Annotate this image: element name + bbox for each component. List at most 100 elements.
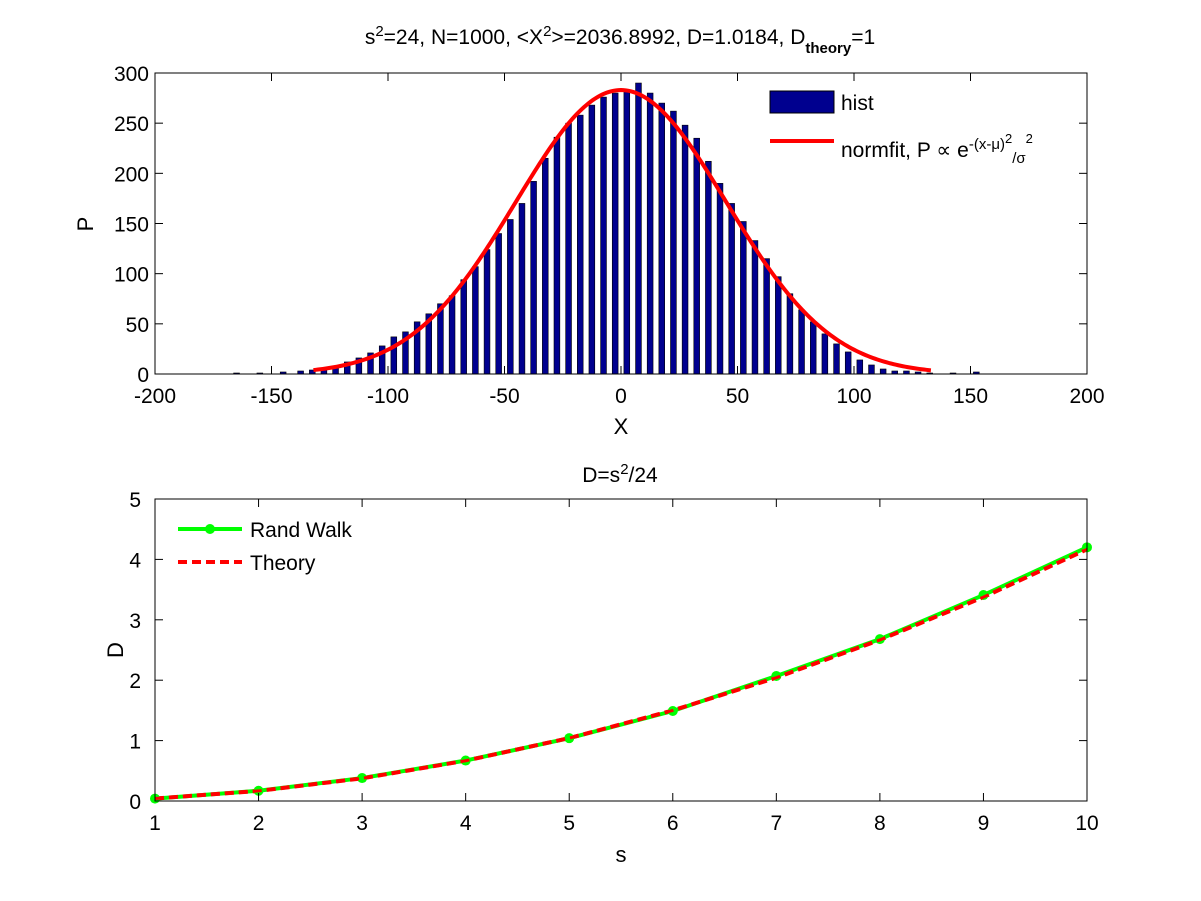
y-tick-label: 5 [129, 489, 141, 512]
hist-bar [868, 364, 875, 375]
diffusion-y-ticks: 0 1 2 3 4 5 [129, 489, 1087, 814]
hist-bar [448, 295, 456, 375]
x-tick-label: 200 [1069, 385, 1104, 408]
hist-bar [623, 90, 631, 375]
hist-bar [460, 279, 467, 375]
x-tick-label: -50 [489, 385, 519, 408]
hist-bar [681, 124, 689, 375]
diffusion-title: D=s2/24 [582, 461, 658, 488]
x-tick-label: 150 [953, 385, 988, 408]
x-tick-label: 100 [836, 385, 871, 408]
hist-bar [542, 157, 549, 375]
histogram-bars [233, 82, 980, 375]
legend-theory-label: Theory [250, 552, 316, 575]
x-tick-label: 10 [1075, 812, 1098, 835]
histogram-legend: hist normfit, P ∝ e-(x-μ)2/σ2 [769, 90, 1033, 167]
theory-line-overlay [154, 547, 1088, 800]
diffusion-legend: Rand Walk Theory [178, 519, 352, 575]
y-tick-label: 50 [126, 314, 149, 337]
hist-bar [518, 203, 526, 375]
hist-bar [577, 114, 584, 375]
hist-bar [844, 351, 852, 375]
hist-bar [879, 368, 887, 375]
hist-bar [821, 333, 829, 375]
y-tick-label: 0 [129, 791, 141, 814]
hist-bar [495, 233, 502, 375]
hist-bar [798, 309, 805, 375]
hist-bar [716, 183, 724, 375]
hist-bar [786, 293, 794, 375]
x-tick-label: -100 [367, 385, 409, 408]
hist-bar [693, 137, 700, 375]
diffusion-x-label: s [616, 842, 627, 867]
y-tick-label: 2 [129, 670, 141, 693]
hist-bar [472, 266, 479, 375]
diffusion-plot-area [155, 499, 1087, 801]
hist-bar [483, 249, 491, 375]
histogram-subplot: s2=24, N=1000, <X2>=2036.8992, D=1.0184,… [73, 23, 1105, 440]
diffusion-x-ticks: 1 2 3 4 5 6 7 8 9 10 [149, 499, 1099, 835]
y-tick-label: 1 [129, 731, 141, 754]
hist-bar [588, 104, 596, 375]
y-tick-label: 250 [114, 113, 149, 136]
x-tick-label: 9 [978, 812, 990, 835]
y-tick-label: 150 [114, 214, 149, 237]
hist-bar [600, 96, 607, 375]
histogram-title: s2=24, N=1000, <X2>=2036.8992, D=1.0184,… [365, 23, 875, 57]
x-tick-label: 0 [615, 385, 627, 408]
x-tick-label: 50 [726, 385, 749, 408]
y-tick-label: 100 [114, 264, 149, 287]
histogram-plot-area [155, 73, 1087, 374]
diffusion-axes-box [154, 498, 1088, 802]
x-tick-label: 6 [667, 812, 679, 835]
x-tick-label: 8 [874, 812, 886, 835]
hist-bar [390, 336, 398, 375]
histogram-y-ticks: 0 50 100 150 200 250 300 [114, 63, 1087, 387]
normfit-curve [313, 88, 932, 373]
legend-rand-walk-label: Rand Walk [250, 519, 352, 542]
hist-bar [530, 181, 537, 375]
legend-rand-walk-marker [205, 524, 215, 534]
hist-bar [705, 160, 712, 375]
hist-bar [565, 122, 572, 375]
hist-bar [810, 321, 817, 375]
x-tick-label: 5 [563, 812, 575, 835]
x-tick-label: 7 [770, 812, 782, 835]
hist-bar [775, 276, 782, 375]
histogram-y-label: P [73, 217, 98, 232]
x-tick-label: -150 [250, 385, 292, 408]
histogram-x-ticks: -200 -150 -100 -50 0 50 100 150 200 [134, 73, 1105, 408]
x-tick-label: -200 [134, 385, 176, 408]
x-tick-label: 3 [356, 812, 368, 835]
legend-normfit-label: normfit, P ∝ e-(x-μ)2/σ2 [841, 131, 1033, 167]
hist-bar [658, 102, 665, 375]
hist-bar [833, 343, 840, 375]
hist-bar [740, 221, 747, 375]
rand-walk-markers [150, 542, 1092, 804]
hist-bar [611, 92, 619, 375]
legend-hist-swatch [769, 90, 835, 114]
hist-bar [646, 92, 654, 375]
hist-bar [763, 258, 770, 375]
y-tick-label: 200 [114, 163, 149, 186]
y-tick-label: 3 [129, 610, 141, 633]
hist-bar [856, 359, 864, 375]
hist-bar [507, 219, 514, 375]
x-tick-label: 1 [149, 812, 161, 835]
hist-bar [728, 203, 735, 375]
hist-bar [437, 303, 444, 375]
rand-walk-point [564, 733, 575, 744]
x-tick-label: 2 [253, 812, 265, 835]
histogram-x-label: X [614, 414, 629, 439]
hist-bar [635, 82, 642, 375]
legend-hist-label: hist [841, 92, 874, 115]
y-tick-label: 4 [129, 549, 141, 572]
x-tick-label: 4 [460, 812, 472, 835]
hist-bar [751, 240, 759, 375]
hist-bar [670, 110, 677, 375]
hist-bar [553, 136, 561, 375]
y-tick-label: 0 [137, 364, 149, 387]
diffusion-y-label: D [103, 642, 128, 658]
